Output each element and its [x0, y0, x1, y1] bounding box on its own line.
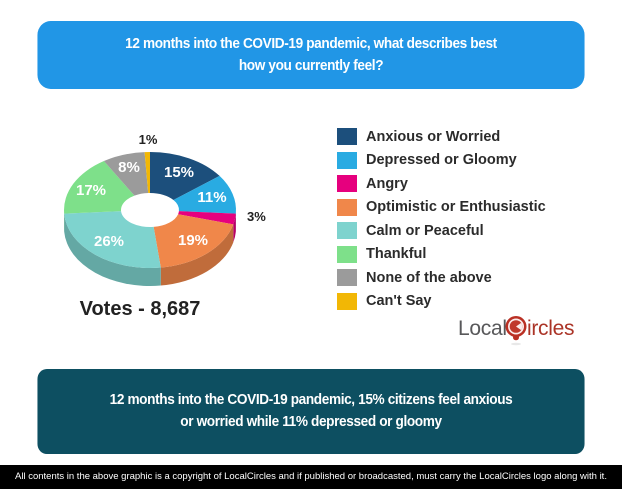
svg-text:1%: 1% [139, 132, 158, 147]
svg-text:11%: 11% [197, 189, 226, 206]
svg-text:19%: 19% [178, 232, 208, 249]
svg-text:ircles: ircles [527, 317, 574, 340]
svg-text:17%: 17% [76, 182, 106, 199]
svg-text:15%: 15% [164, 164, 194, 181]
svg-text:3%: 3% [247, 209, 266, 224]
svg-text:26%: 26% [94, 233, 124, 250]
svg-text:8%: 8% [118, 159, 140, 176]
svg-text:Local: Local [458, 317, 507, 340]
